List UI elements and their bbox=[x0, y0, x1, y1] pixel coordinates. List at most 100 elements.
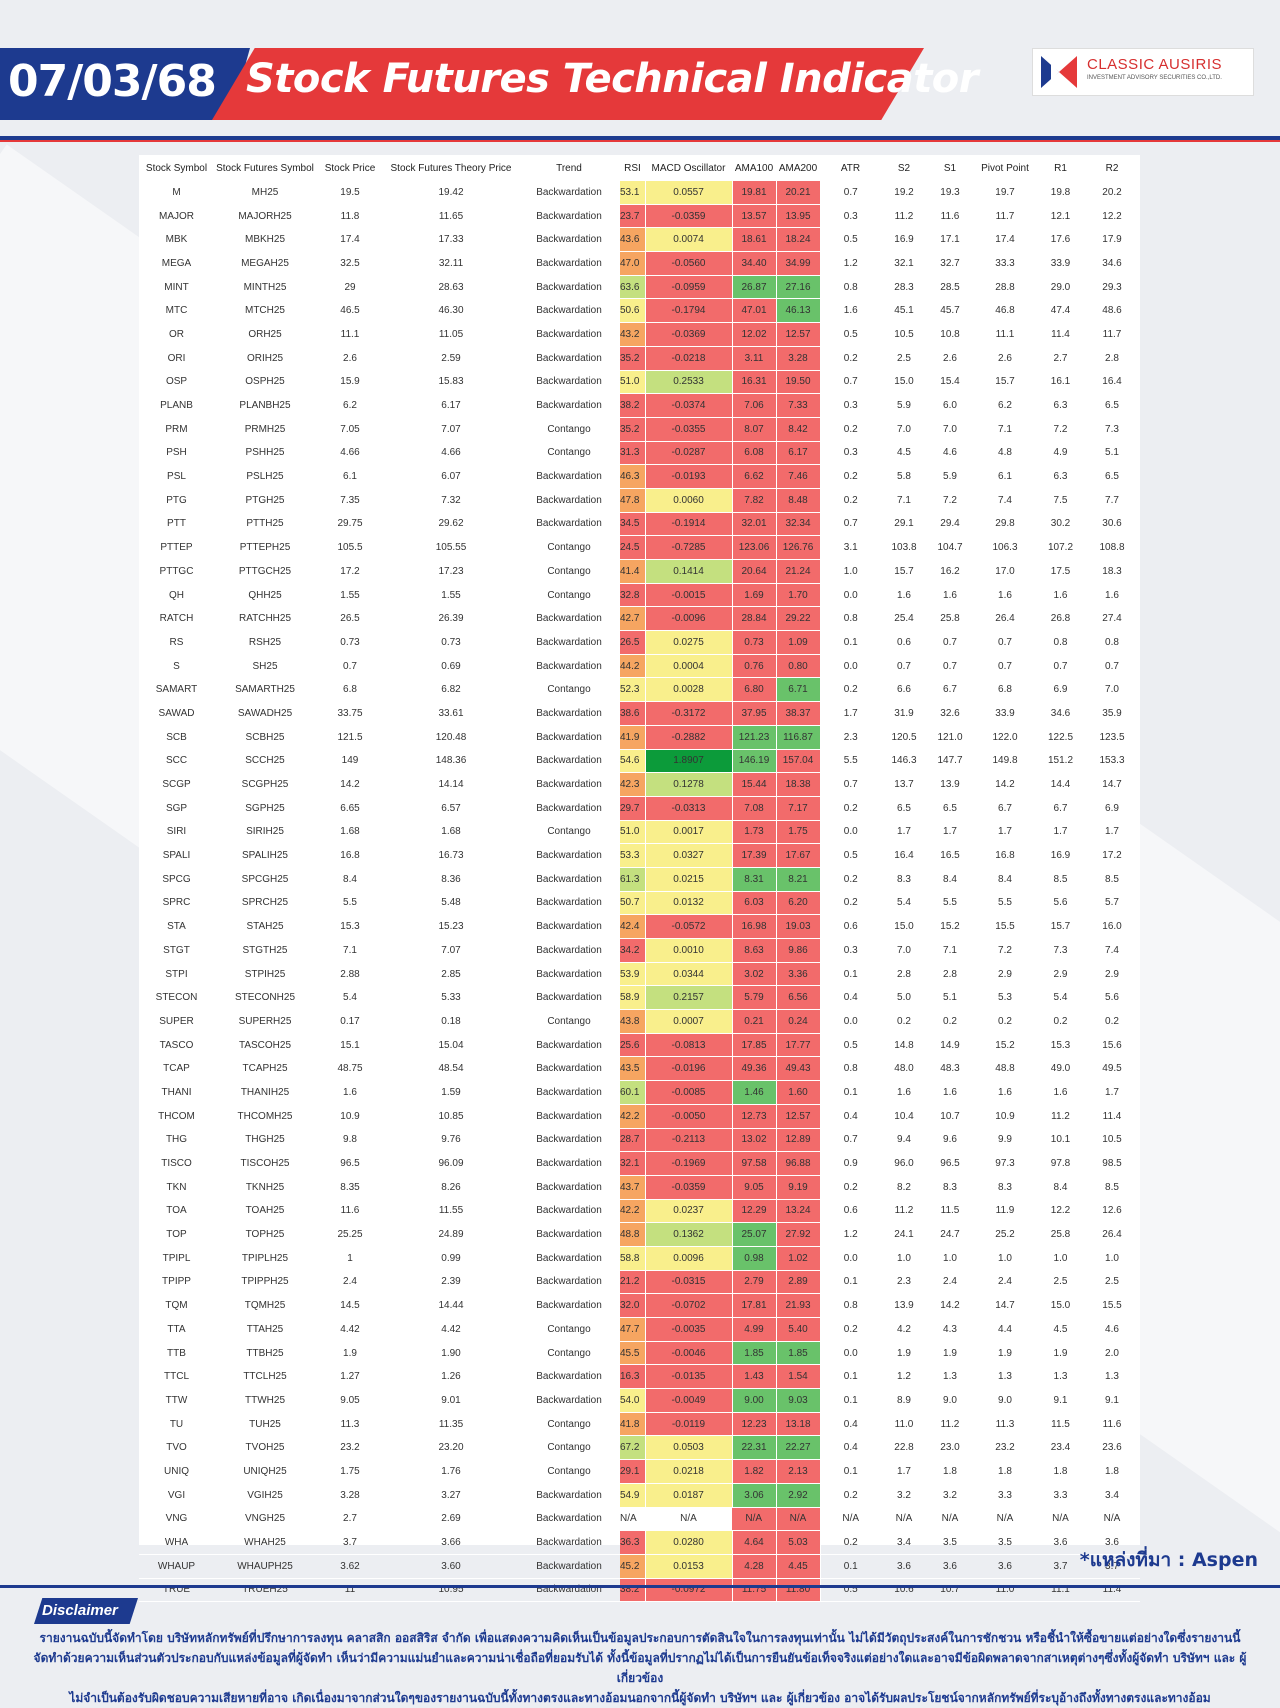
table-cell: 25.07 bbox=[732, 1222, 777, 1247]
table-cell: 29.4 bbox=[927, 512, 973, 537]
table-cell: 6.20 bbox=[776, 891, 821, 916]
table-cell: 0.0 bbox=[820, 1009, 881, 1034]
table-cell: 6.5 bbox=[927, 796, 973, 821]
table-cell: Backwardation bbox=[518, 275, 620, 300]
table-cell: 1.7 bbox=[927, 820, 973, 845]
table-cell: 5.03 bbox=[776, 1530, 821, 1555]
table-cell: 3.6 bbox=[1084, 1530, 1140, 1555]
header-divider bbox=[0, 136, 1280, 140]
table-cell: 0.2 bbox=[820, 488, 881, 513]
table-cell: 97.8 bbox=[1037, 1151, 1084, 1176]
table-cell: 106.3 bbox=[973, 535, 1037, 560]
table-cell: 1.75 bbox=[776, 820, 821, 845]
table-cell: WHAH25 bbox=[214, 1530, 316, 1555]
table-cell: 11.1 bbox=[973, 322, 1037, 347]
table-cell: PSL bbox=[139, 464, 214, 489]
table-cell: 0.2 bbox=[820, 346, 881, 371]
table-cell: SCBH25 bbox=[214, 725, 316, 750]
table-cell: 34.2 bbox=[620, 938, 646, 963]
table-cell: N/A bbox=[776, 1507, 821, 1532]
table-cell: 9.1 bbox=[1037, 1388, 1084, 1413]
table-cell: 6.7 bbox=[927, 677, 973, 703]
table-cell: 0.80 bbox=[776, 654, 821, 679]
table-cell: 1.0 bbox=[820, 559, 881, 584]
table-cell: 1.7 bbox=[1084, 1080, 1140, 1105]
table-cell: 0.0010 bbox=[645, 938, 733, 963]
table-cell: 11 bbox=[316, 1578, 384, 1603]
table-cell: 17.0 bbox=[973, 559, 1037, 584]
table-cell: 0.0096 bbox=[645, 1246, 733, 1271]
table-cell: VNGH25 bbox=[214, 1507, 316, 1532]
table-cell: 0.0004 bbox=[645, 654, 733, 679]
table-cell: SCB bbox=[139, 725, 214, 750]
table-cell: 1 bbox=[316, 1246, 384, 1271]
table-cell: 3.28 bbox=[776, 346, 821, 371]
table-cell: 1.6 bbox=[927, 1080, 973, 1105]
table-cell: 11.4 bbox=[1037, 322, 1084, 347]
table-cell: 3.5 bbox=[973, 1530, 1037, 1555]
table-row: WHA WHAH25 3.7 3.66 Backwardation 36.3 0.0280 4… bbox=[139, 1530, 1140, 1555]
table-cell: PTG bbox=[139, 488, 214, 513]
table-row: MAJOR MAJORH25 11.8 11.65 Backwardation 23.7-… bbox=[139, 204, 1140, 229]
table-cell: TPIPL bbox=[139, 1246, 214, 1271]
table-cell: 8.4 bbox=[927, 867, 973, 892]
table-cell: 17.2 bbox=[1084, 843, 1140, 868]
column-header: ATR bbox=[840, 162, 861, 174]
table-cell: 5.3 bbox=[973, 985, 1037, 1011]
table-cell: TTBH25 bbox=[214, 1341, 316, 1366]
table-cell: 44.2 bbox=[620, 654, 646, 679]
table-cell: 105.5 bbox=[316, 535, 384, 560]
table-cell: STPI bbox=[139, 962, 214, 987]
table-cell: 15.6 bbox=[1084, 1033, 1140, 1058]
table-cell: 0.7 bbox=[316, 654, 384, 679]
table-cell: 14.7 bbox=[973, 1293, 1037, 1318]
table-cell: 53.1 bbox=[620, 181, 646, 205]
table-cell: 41.8 bbox=[620, 1412, 646, 1437]
table-cell: 0.2 bbox=[973, 1009, 1037, 1034]
table-cell: 0.0187 bbox=[645, 1483, 733, 1508]
table-cell: 0.1 bbox=[820, 1080, 881, 1105]
table-cell: 2.9 bbox=[1084, 962, 1140, 987]
table-cell: 1.55 bbox=[316, 583, 384, 608]
table-cell: 146.3 bbox=[881, 749, 927, 774]
table-cell: 13.18 bbox=[776, 1412, 821, 1437]
table-cell: 46.8 bbox=[973, 298, 1037, 324]
table-cell: 8.2 bbox=[881, 1175, 927, 1200]
table-cell: 54.6 bbox=[620, 749, 646, 774]
table-cell: 0.4 bbox=[820, 1435, 881, 1461]
table-cell: 36.3 bbox=[620, 1530, 646, 1555]
table-cell: -0.0119 bbox=[645, 1412, 733, 1437]
table-cell: 1.85 bbox=[732, 1341, 777, 1366]
table-cell: 4.28 bbox=[732, 1554, 777, 1579]
table-cell: 11.4 bbox=[1084, 1578, 1140, 1603]
table-cell: 0.7 bbox=[927, 630, 973, 655]
table-cell: MBK bbox=[139, 227, 214, 253]
table-cell: 4.42 bbox=[316, 1317, 384, 1342]
table-cell: 42.2 bbox=[620, 1104, 646, 1129]
table-cell: 1.26 bbox=[384, 1364, 518, 1390]
table-cell: OSPH25 bbox=[214, 370, 316, 395]
table-cell: Backwardation bbox=[518, 1080, 620, 1105]
table-cell: 15.0 bbox=[881, 370, 927, 395]
table-cell: Backwardation bbox=[518, 1293, 620, 1318]
table-cell: 6.5 bbox=[1084, 464, 1140, 489]
table-cell: 19.5 bbox=[316, 181, 384, 205]
table-cell: TISCO bbox=[139, 1151, 214, 1176]
table-cell: SPALIH25 bbox=[214, 843, 316, 868]
table-cell: 26.8 bbox=[1037, 606, 1084, 632]
table-cell: 9.1 bbox=[1084, 1388, 1140, 1413]
table-cell: 24.1 bbox=[881, 1222, 927, 1247]
table-row: VNG VNGH25 2.7 2.69 Backwardation N/A N/A N/A N/… bbox=[139, 1507, 1140, 1532]
table-cell: TVO bbox=[139, 1435, 214, 1461]
table-cell: PSLH25 bbox=[214, 464, 316, 489]
table-cell: N/A bbox=[973, 1507, 1037, 1532]
table-cell: 0.1362 bbox=[645, 1222, 733, 1247]
table-cell: 23.4 bbox=[1037, 1435, 1084, 1461]
table-cell: 48.6 bbox=[1084, 298, 1140, 324]
table-cell: 0.3 bbox=[820, 938, 881, 963]
table-cell: 0.2 bbox=[927, 1009, 973, 1034]
table-cell: 11.2 bbox=[881, 1199, 927, 1224]
table-cell: 1.3 bbox=[973, 1364, 1037, 1390]
table-cell: 1.68 bbox=[384, 820, 518, 845]
table-cell: TQM bbox=[139, 1293, 214, 1318]
